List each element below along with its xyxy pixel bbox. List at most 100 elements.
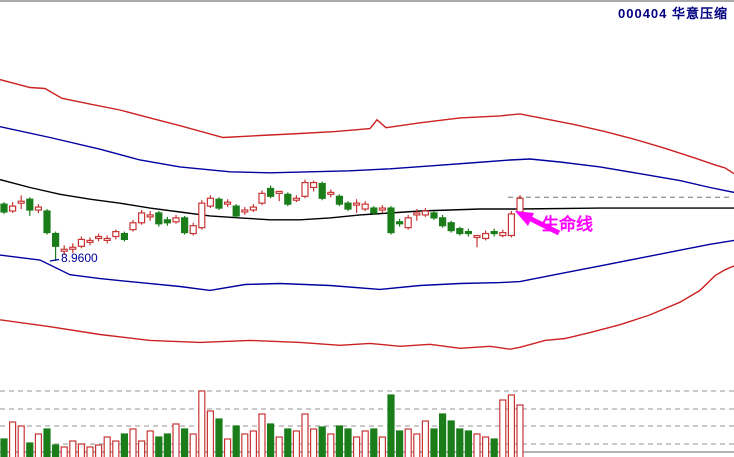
volume-bar <box>198 390 206 457</box>
candle-body <box>396 221 404 225</box>
candle-body <box>267 187 275 197</box>
upper-outer-band <box>0 78 734 175</box>
candle-body <box>490 230 498 235</box>
volume-bar <box>60 446 68 457</box>
volume-bar <box>94 444 103 457</box>
candle-body <box>507 213 515 237</box>
volume-bar <box>421 420 429 457</box>
upper-inner-band <box>0 126 734 194</box>
volume-bar <box>361 430 369 457</box>
lifeline-ma <box>0 178 734 221</box>
candle-body <box>51 232 60 247</box>
volume-bar <box>370 428 378 457</box>
candle-body <box>456 228 464 235</box>
candle-body <box>69 246 77 250</box>
candle-body <box>34 206 43 211</box>
volume-bar <box>17 425 25 457</box>
candle-body <box>198 202 206 229</box>
low-price-tick <box>49 258 60 262</box>
candle-body <box>138 212 146 224</box>
volume-bar <box>181 428 189 457</box>
volume-bar <box>112 440 120 457</box>
volume-bar <box>507 394 515 457</box>
candle-body <box>447 222 455 232</box>
candle-body <box>215 198 223 209</box>
volume-bar <box>249 430 257 457</box>
volume-bar <box>292 430 300 457</box>
candle-body <box>344 202 352 210</box>
volume-bar <box>499 399 507 457</box>
candle-body <box>249 206 257 211</box>
volume-bar <box>86 446 94 457</box>
candle-body <box>146 214 154 218</box>
volume-bar <box>430 428 438 457</box>
lower-inner-band <box>0 239 734 292</box>
volume-bar <box>439 413 447 457</box>
volume-bar <box>77 443 86 457</box>
volume-bar <box>464 430 472 457</box>
candle-body <box>473 234 481 239</box>
candle-body <box>60 248 68 252</box>
volume-bar <box>43 428 51 457</box>
volume-bar <box>318 426 326 457</box>
volume-bar <box>103 436 111 457</box>
candle-body <box>310 181 318 189</box>
volume-bar <box>482 436 490 457</box>
candle-body <box>258 192 266 204</box>
volume-bar <box>275 436 283 457</box>
volume-bar <box>189 433 197 457</box>
candle-body <box>335 195 343 205</box>
candle-body <box>181 217 189 234</box>
candle-body <box>516 197 524 213</box>
volume-bar <box>344 428 352 457</box>
volume-bar <box>387 394 395 457</box>
candle-body <box>129 222 137 231</box>
stock-title: 000404 华意压缩 <box>618 6 728 21</box>
candle-body <box>17 200 25 204</box>
candle-body <box>9 205 17 212</box>
candle-body <box>482 232 490 240</box>
volume-bar <box>284 428 292 457</box>
candle-body <box>327 191 335 195</box>
volume-bar <box>9 421 17 457</box>
candle-body <box>292 197 300 201</box>
candle-body <box>430 212 438 219</box>
volume-bar <box>241 433 249 457</box>
volume-bar <box>232 425 240 457</box>
volume-bar <box>34 433 43 457</box>
candle-body <box>421 210 429 216</box>
volume-bar <box>120 433 129 457</box>
volume-bar <box>473 433 481 457</box>
candle-body <box>439 217 447 227</box>
candle-body <box>112 230 120 238</box>
volume-bar <box>146 430 154 457</box>
volume-bar <box>69 440 77 457</box>
candle-body <box>86 239 94 243</box>
volume-bar <box>172 423 180 457</box>
candle-body <box>378 207 386 211</box>
candle-body <box>77 238 86 247</box>
lifeline-arrow-head <box>515 211 534 226</box>
volume-bar <box>129 428 137 457</box>
candle-body <box>404 217 412 229</box>
volume-bar <box>396 430 404 457</box>
lifeline-annotation-label: 生命线 <box>542 215 593 234</box>
candle-body <box>275 190 283 194</box>
volume-bar <box>404 428 412 457</box>
volume-bar <box>378 436 386 457</box>
candle-body <box>301 181 309 197</box>
volume-bar <box>327 433 335 457</box>
candle-body <box>172 217 180 223</box>
volume-bar <box>258 413 266 457</box>
volume-bar <box>456 428 464 457</box>
candle-body <box>284 193 292 205</box>
candle-body <box>206 197 214 207</box>
candle-body <box>155 212 163 225</box>
low-price-label: 8.9600 <box>61 251 98 265</box>
candle-body <box>224 201 232 205</box>
candle-body <box>43 210 51 234</box>
volume-bar <box>138 440 146 457</box>
candle-body <box>189 225 197 235</box>
